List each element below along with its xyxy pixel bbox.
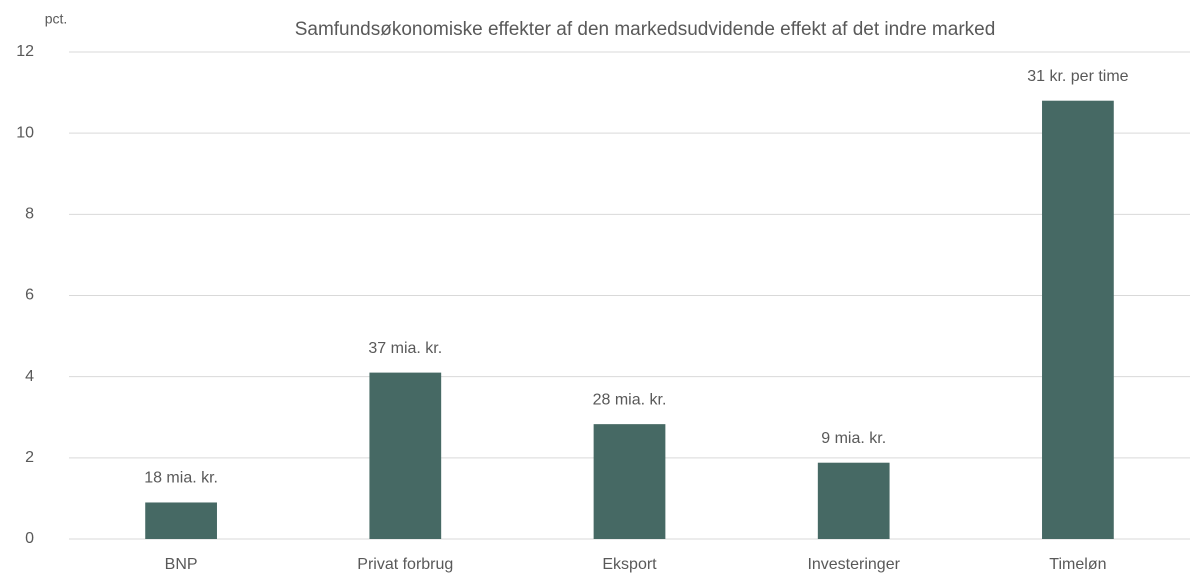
y-tick-label: 12 (16, 43, 34, 60)
chart-title: Samfundsøkonomiske effekter af den marke… (295, 19, 996, 40)
bar (145, 502, 217, 539)
x-tick-label: BNP (165, 556, 198, 573)
bar (593, 424, 666, 539)
y-axis-label: pct. (45, 11, 68, 27)
x-tick-label: Eksport (602, 556, 657, 573)
bar (369, 372, 442, 539)
bar (817, 462, 890, 539)
bar-annotation: 37 mia. kr. (368, 340, 442, 357)
y-tick-label: 0 (25, 530, 34, 547)
bar-annotation: 9 mia. kr. (821, 430, 886, 447)
y-tick-label: 10 (16, 124, 34, 141)
bar (1042, 100, 1114, 539)
x-tick-label: Privat forbrug (357, 556, 453, 573)
x-tick-label: Timeløn (1049, 556, 1106, 573)
bar-annotation: 28 mia. kr. (593, 391, 667, 408)
bar-annotation: 18 mia. kr. (144, 470, 218, 487)
y-tick-label: 8 (25, 206, 34, 223)
bar-annotation: 31 kr. per time (1027, 68, 1128, 85)
x-tick-label: Investeringer (807, 556, 900, 573)
y-tick-label: 2 (25, 449, 34, 466)
y-tick-label: 6 (25, 287, 34, 304)
y-tick-label: 4 (25, 368, 34, 385)
